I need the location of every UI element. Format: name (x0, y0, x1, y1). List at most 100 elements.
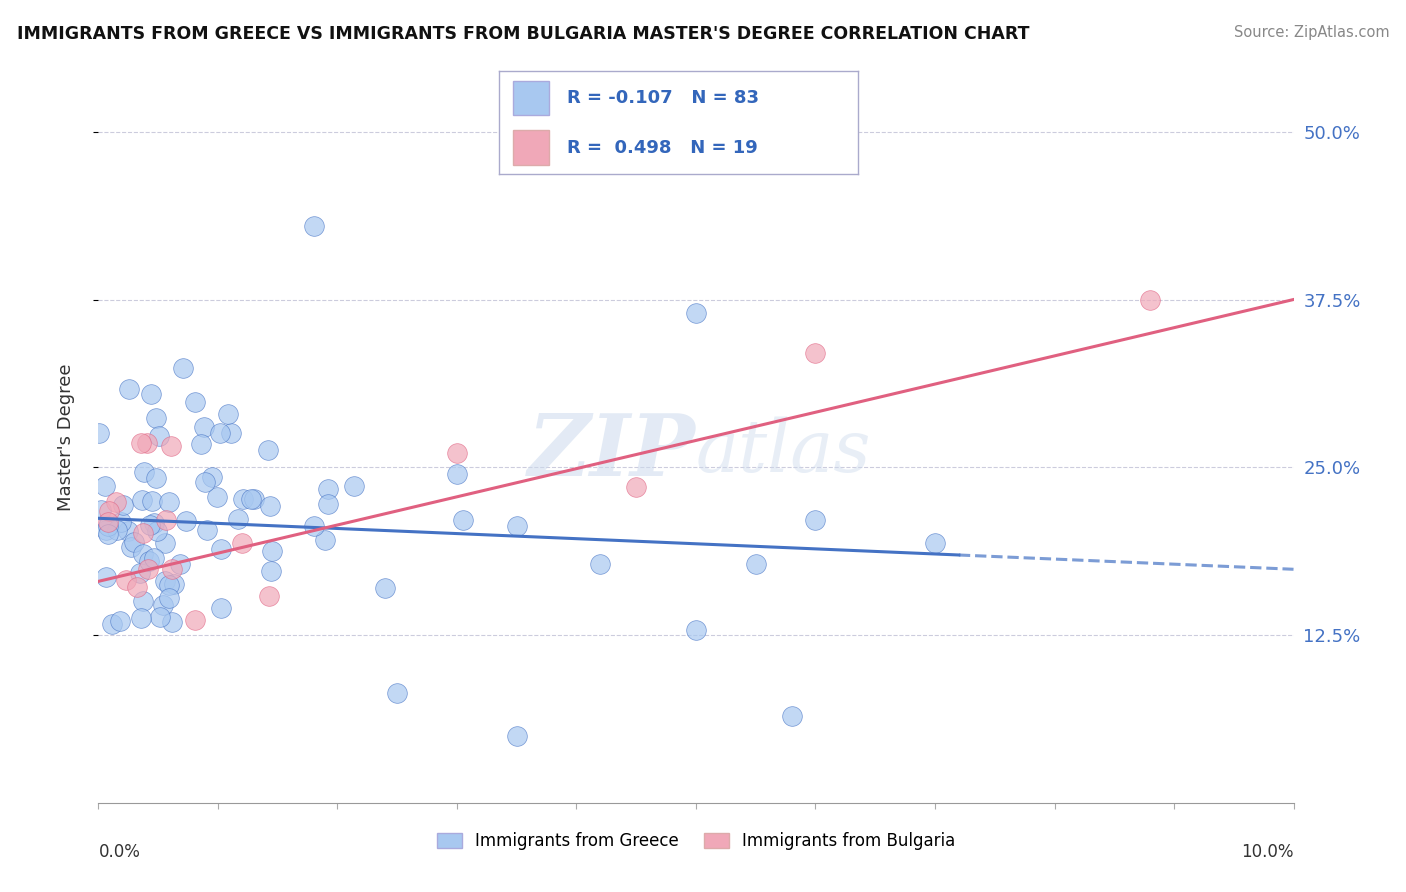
Point (745, 557, 768, 571)
Point (172, 361, 194, 376)
Point (131, 492, 153, 507)
Point (138, 554, 160, 568)
Point (132, 526, 155, 541)
Point (160, 562, 183, 576)
Point (209, 600, 232, 615)
Point (120, 540, 142, 554)
Point (314, 533, 336, 547)
Text: atlas: atlas (696, 417, 872, 487)
Point (209, 541, 232, 556)
Point (924, 536, 946, 550)
Point (152, 598, 174, 612)
Point (190, 436, 212, 450)
Point (201, 469, 224, 483)
Point (141, 493, 163, 508)
Point (262, 544, 284, 558)
Point (260, 565, 283, 579)
Point (163, 577, 186, 591)
Text: ZIP: ZIP (529, 410, 696, 493)
Point (135, 435, 157, 450)
Text: 0.0%: 0.0% (98, 843, 141, 861)
Text: R = -0.107   N = 83: R = -0.107 N = 83 (567, 88, 759, 106)
Point (589, 557, 612, 571)
Point (194, 475, 217, 489)
Point (184, 613, 207, 627)
Point (124, 535, 146, 549)
Point (145, 410, 167, 425)
Point (217, 407, 239, 421)
Point (259, 500, 281, 514)
Point (506, 518, 529, 533)
Point (195, 523, 218, 537)
Point (232, 492, 254, 507)
Point (87, 425, 110, 440)
Point (97, 515, 120, 529)
Point (316, 497, 339, 511)
Point (153, 536, 176, 550)
Point (256, 442, 278, 457)
Point (446, 446, 468, 460)
Point (153, 574, 176, 588)
Point (685, 306, 707, 320)
Point (160, 439, 183, 453)
Point (94, 479, 117, 493)
Point (117, 524, 139, 538)
Point (132, 594, 155, 608)
Text: Source: ZipAtlas.com: Source: ZipAtlas.com (1233, 25, 1389, 40)
Point (205, 491, 228, 505)
Point (142, 551, 165, 566)
Point (155, 513, 177, 527)
Point (114, 573, 136, 587)
Point (145, 471, 167, 485)
Point (148, 429, 170, 443)
Point (97, 519, 120, 533)
Point (257, 589, 280, 603)
Point (112, 498, 135, 512)
Point (162, 615, 184, 629)
Point (159, 494, 181, 508)
Point (131, 436, 153, 450)
Point (169, 557, 191, 571)
Point (780, 708, 803, 723)
Point (446, 467, 468, 481)
Point (131, 547, 153, 561)
Point (110, 615, 132, 629)
Point (626, 480, 648, 494)
Point (149, 609, 172, 624)
Point (107, 524, 129, 538)
Point (231, 536, 253, 550)
Point (134, 465, 156, 479)
Point (316, 482, 339, 496)
Point (136, 562, 159, 576)
Point (146, 524, 169, 538)
Point (193, 420, 215, 434)
Point (183, 395, 205, 409)
Y-axis label: Master's Degree: Master's Degree (56, 363, 75, 511)
Bar (513, 80, 550, 115)
Point (174, 515, 197, 529)
Point (453, 513, 475, 527)
Point (129, 611, 152, 625)
Point (302, 519, 325, 533)
Point (804, 346, 827, 360)
Bar (513, 130, 550, 165)
Point (118, 382, 141, 396)
Point (94, 569, 117, 583)
Point (302, 219, 325, 233)
Point (125, 580, 148, 594)
Point (385, 686, 409, 700)
Point (142, 516, 165, 531)
Point (219, 425, 242, 440)
Point (157, 591, 180, 605)
Point (243, 491, 266, 506)
Legend: Immigrants from Greece, Immigrants from Bulgaria: Immigrants from Greece, Immigrants from … (430, 825, 962, 856)
Point (90, 502, 112, 516)
Point (208, 425, 231, 440)
Point (343, 478, 366, 492)
Point (1139, 293, 1161, 307)
Point (104, 495, 127, 509)
Point (239, 491, 262, 506)
Point (157, 578, 180, 592)
Point (804, 513, 827, 527)
Point (97, 527, 120, 541)
